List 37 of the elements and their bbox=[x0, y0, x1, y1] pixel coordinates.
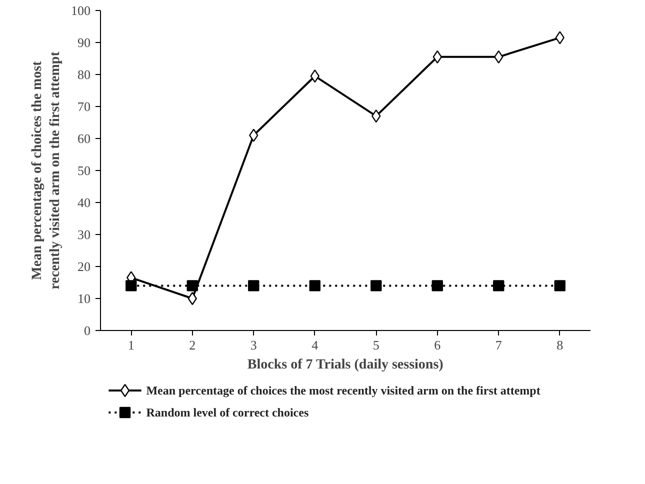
x-tick-label: 1 bbox=[128, 338, 134, 352]
legend-label: Random level of correct choices bbox=[146, 406, 309, 420]
point bbox=[494, 50, 504, 64]
y-tick-label: 60 bbox=[78, 131, 90, 146]
y-tick-label: 80 bbox=[78, 67, 90, 82]
point bbox=[249, 128, 258, 142]
y-tick-label: 50 bbox=[78, 163, 90, 178]
legend-label: Mean percentage of choices the most recently visited arm on the first attempt bbox=[146, 384, 540, 398]
point bbox=[493, 280, 504, 292]
y-tick-label: 100 bbox=[71, 3, 90, 18]
y-axis-title: Mean percentage of choices the most recently visited arm on the first attempt bbox=[30, 51, 63, 290]
x-tick-label: 2 bbox=[189, 338, 196, 352]
y-tick-label: 10 bbox=[78, 291, 90, 306]
x-tick-label: 8 bbox=[556, 338, 564, 352]
point bbox=[432, 50, 442, 64]
y-tick-label: 0 bbox=[84, 323, 90, 338]
y-tick-label: 30 bbox=[78, 227, 90, 242]
point bbox=[248, 280, 260, 292]
point bbox=[126, 280, 137, 292]
x-tick-label: 7 bbox=[495, 338, 502, 352]
x-tick-label: 6 bbox=[434, 338, 442, 352]
point bbox=[555, 31, 564, 44]
point bbox=[554, 280, 566, 292]
point bbox=[372, 110, 381, 123]
y-tick-label: 20 bbox=[78, 259, 90, 274]
x-tick-label: 3 bbox=[250, 338, 257, 352]
y-tick-label: 40 bbox=[78, 195, 90, 210]
y-tick-label: 70 bbox=[78, 99, 90, 114]
y-tick-label: 90 bbox=[78, 35, 90, 50]
x-tick-label: 5 bbox=[372, 338, 380, 352]
x-axis-title: Blocks of 7 Trials (daily sessions) bbox=[247, 358, 444, 372]
point bbox=[309, 280, 320, 292]
x-tick-label: 4 bbox=[312, 338, 319, 352]
point bbox=[186, 280, 198, 292]
point bbox=[370, 280, 382, 292]
point bbox=[432, 280, 443, 292]
point bbox=[310, 70, 320, 83]
